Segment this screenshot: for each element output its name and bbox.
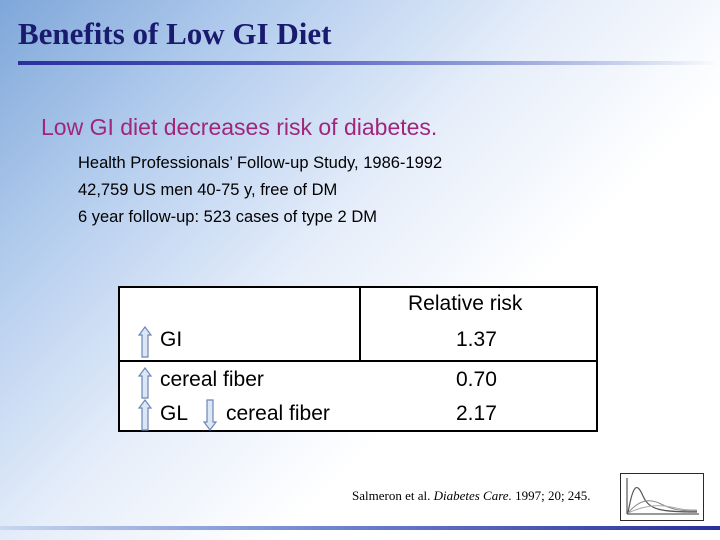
column-header: Relative risk (408, 292, 523, 315)
relative-risk-table: Relative risk GI 1.37 cereal fiber 0.70 … (118, 286, 598, 432)
detail-line: Health Professionals’ Follow-up Study, 1… (78, 154, 443, 172)
down-arrow-icon (203, 399, 217, 431)
row-label: cereal fiber (160, 368, 264, 391)
up-arrow-icon (138, 399, 152, 431)
headline: Low GI diet decreases risk of diabetes. (41, 114, 438, 140)
glycemic-curve-logo (620, 473, 704, 521)
up-arrow-icon (138, 326, 152, 358)
detail-line: 6 year follow-up: 523 cases of type 2 DM (78, 208, 377, 226)
row-value: 1.37 (456, 328, 497, 351)
study-details: Health Professionals’ Follow-up Study, 1… (78, 150, 442, 231)
row-label-suffix: cereal fiber (226, 402, 330, 425)
citation-details: 1997; 20; 245. (515, 488, 591, 503)
footer-bar (0, 526, 720, 530)
glycemic-curve-icon (626, 478, 699, 515)
citation-authors: Salmeron et al. (352, 488, 431, 503)
row-value: 2.17 (456, 402, 497, 425)
citation-journal: Diabetes Care. (433, 488, 512, 503)
table-divider-horizontal (120, 360, 596, 362)
detail-line: 42,759 US men 40-75 y, free of DM (78, 181, 338, 199)
table-divider-vertical (359, 288, 361, 362)
title-underline (18, 61, 718, 65)
up-arrow-icon (138, 367, 152, 399)
row-label-prefix: GL (160, 402, 189, 425)
citation: Salmeron et al. Diabetes Care. 1997; 20;… (352, 488, 591, 504)
row-label: GI (160, 328, 183, 351)
row-value: 0.70 (456, 368, 497, 391)
slide-title: Benefits of Low GI Diet (18, 16, 332, 51)
